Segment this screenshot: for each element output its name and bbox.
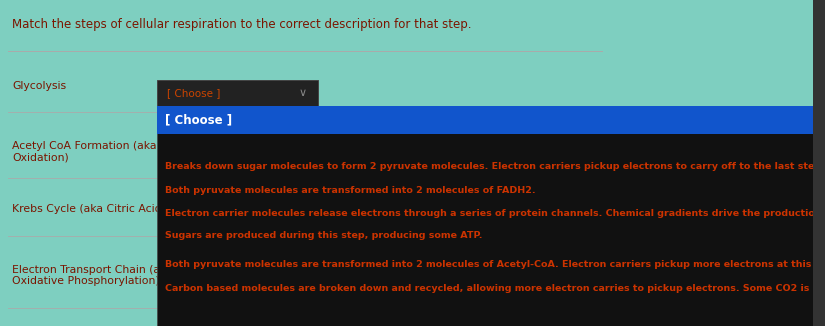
Text: Match the steps of cellular respiration to the correct description for that step: Match the steps of cellular respiration … [12, 18, 472, 31]
Text: [ Choose ]: [ Choose ] [165, 113, 232, 126]
Text: Carbon based molecules are broken down and recycled, allowing more electron carr: Carbon based molecules are broken down a… [165, 284, 825, 293]
Text: Both pyruvate molecules are transformed into 2 molecules of Acetyl-CoA. Electron: Both pyruvate molecules are transformed … [165, 260, 825, 269]
Text: Breaks down sugar molecules to form 2 pyruvate molecules. Electron carriers pick: Breaks down sugar molecules to form 2 py… [165, 162, 825, 171]
Text: [ Choose ]: [ Choose ] [167, 88, 220, 98]
Text: Both pyruvate molecules are transformed into 2 molecules of FADH2.: Both pyruvate molecules are transformed … [165, 186, 535, 195]
Bar [157, 106, 825, 326]
Bar [813, 0, 825, 326]
Text: Glycolysis: Glycolysis [12, 82, 67, 91]
Bar [157, 106, 825, 134]
Text: Krebs Cycle (aka Citric Acid Cycle): Krebs Cycle (aka Citric Acid Cycle) [12, 204, 200, 214]
Text: Acetyl CoA Formation (aka Pyruvate
Oxidation): Acetyl CoA Formation (aka Pyruvate Oxida… [12, 141, 209, 162]
Bar [157, 80, 318, 106]
Text: ∨: ∨ [299, 88, 307, 98]
Text: Electron Transport Chain (aka
Oxidative Phosphorylation): Electron Transport Chain (aka Oxidative … [12, 265, 173, 286]
Text: Sugars are produced during this step, producing some ATP.: Sugars are produced during this step, pr… [165, 231, 483, 240]
Text: Electron carrier molecules release electrons through a series of protein channel: Electron carrier molecules release elect… [165, 209, 825, 218]
